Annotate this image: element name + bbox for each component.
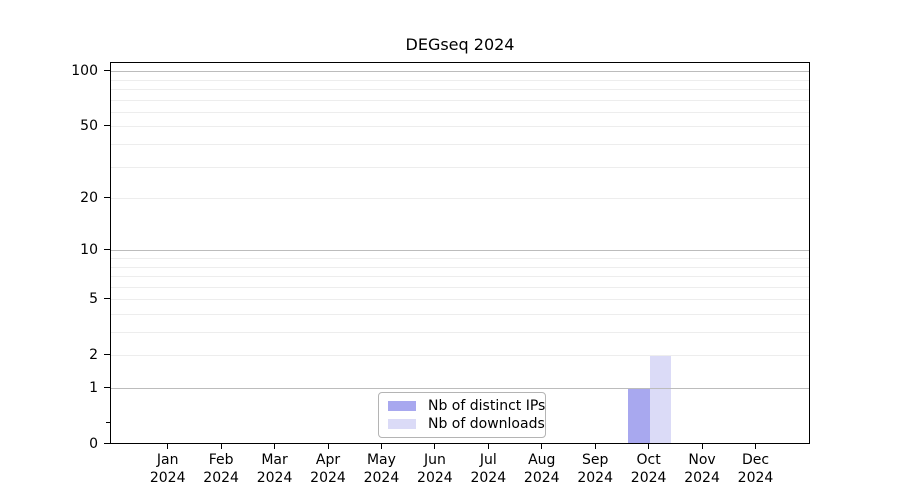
gridline-minor (111, 79, 809, 81)
x-axis-tick-label: Dec 2024 (737, 452, 774, 486)
legend-label-downloads: Nb of downloads (428, 416, 545, 432)
x-axis-tick (274, 443, 276, 449)
x-axis-tick-label: Nov 2024 (684, 452, 720, 486)
y-axis-tick (104, 354, 110, 356)
legend: Nb of distinct IPs Nb of downloads (378, 392, 546, 438)
gridline-minor (111, 111, 809, 113)
y-axis-tick (104, 197, 110, 199)
x-axis-tick (541, 443, 543, 449)
x-axis-tick (648, 443, 650, 449)
x-axis-tick-label: Aug 2024 (523, 452, 560, 486)
y-axis-tick (104, 387, 110, 388)
x-axis-tick (220, 443, 222, 449)
x-axis-tick (380, 443, 382, 449)
y-axis-tick-label: 5 (89, 290, 98, 307)
gridline-minor (111, 332, 809, 333)
x-axis-tick-label: Sep 2024 (577, 452, 613, 486)
x-axis-tick-label: Oct 2024 (630, 452, 667, 486)
gridline-major (111, 388, 809, 389)
x-axis-tick-label: Feb 2024 (203, 452, 239, 486)
x-axis-tick-label: May 2024 (363, 452, 400, 486)
legend-item-downloads: Nb of downloads (388, 416, 545, 432)
y-axis-tick-label: 20 (80, 189, 98, 206)
x-axis-tick (487, 443, 489, 449)
x-axis-tick (594, 443, 596, 449)
x-axis-tick (754, 443, 756, 449)
x-axis-tick-label: Jul 2024 (470, 452, 507, 486)
gridline-minor (111, 198, 809, 200)
gridline-minor (111, 89, 809, 91)
gridline-minor (111, 266, 809, 268)
x-axis-tick-label: Mar 2024 (256, 452, 293, 486)
y-axis-tick-label: 100 (71, 62, 98, 79)
gridline-minor (111, 126, 809, 128)
y-axis-tick (104, 298, 110, 300)
y-axis-tick-label: 1 (89, 379, 98, 396)
y-axis-tick-label: 10 (80, 241, 98, 258)
gridline-minor (111, 276, 809, 278)
y-axis-tick (104, 249, 110, 251)
y-axis-tick (104, 70, 110, 72)
bar-distinct-ips (628, 388, 650, 443)
plot-area (110, 62, 810, 444)
gridline-minor (111, 355, 809, 357)
chart-title: DEGseq 2024 (405, 35, 515, 54)
bar-downloads (649, 355, 672, 443)
x-axis-tick (701, 443, 703, 449)
y-axis-tick-label: 2 (89, 346, 98, 363)
y-axis-minor-tick (106, 421, 110, 423)
x-axis-tick-label: Jun 2024 (417, 452, 453, 486)
x-axis-tick-label: Apr 2024 (310, 452, 346, 486)
x-axis-tick-label: Jan 2024 (149, 452, 186, 486)
gridline-major (111, 250, 809, 252)
legend-swatch-distinct-ips-icon (388, 401, 416, 411)
gridline-minor (111, 313, 809, 315)
gridline-minor (111, 99, 809, 101)
x-axis-tick (434, 443, 436, 449)
legend-item-distinct-ips: Nb of distinct IPs (388, 398, 545, 414)
x-axis-tick (327, 443, 329, 449)
gridline-minor (111, 166, 809, 168)
gridline-minor (111, 299, 809, 301)
y-axis-tick-label: 50 (80, 117, 98, 134)
gridline-minor (111, 144, 809, 146)
gridline-major (111, 71, 809, 73)
y-axis-tick (104, 125, 110, 127)
gridline-minor (111, 257, 809, 259)
gridline-minor (111, 286, 809, 288)
x-axis-tick (167, 443, 169, 449)
legend-swatch-downloads-icon (388, 419, 416, 429)
legend-label-distinct-ips: Nb of distinct IPs (428, 398, 546, 414)
y-axis-tick (104, 443, 110, 444)
y-axis-tick-label: 0 (89, 435, 98, 452)
